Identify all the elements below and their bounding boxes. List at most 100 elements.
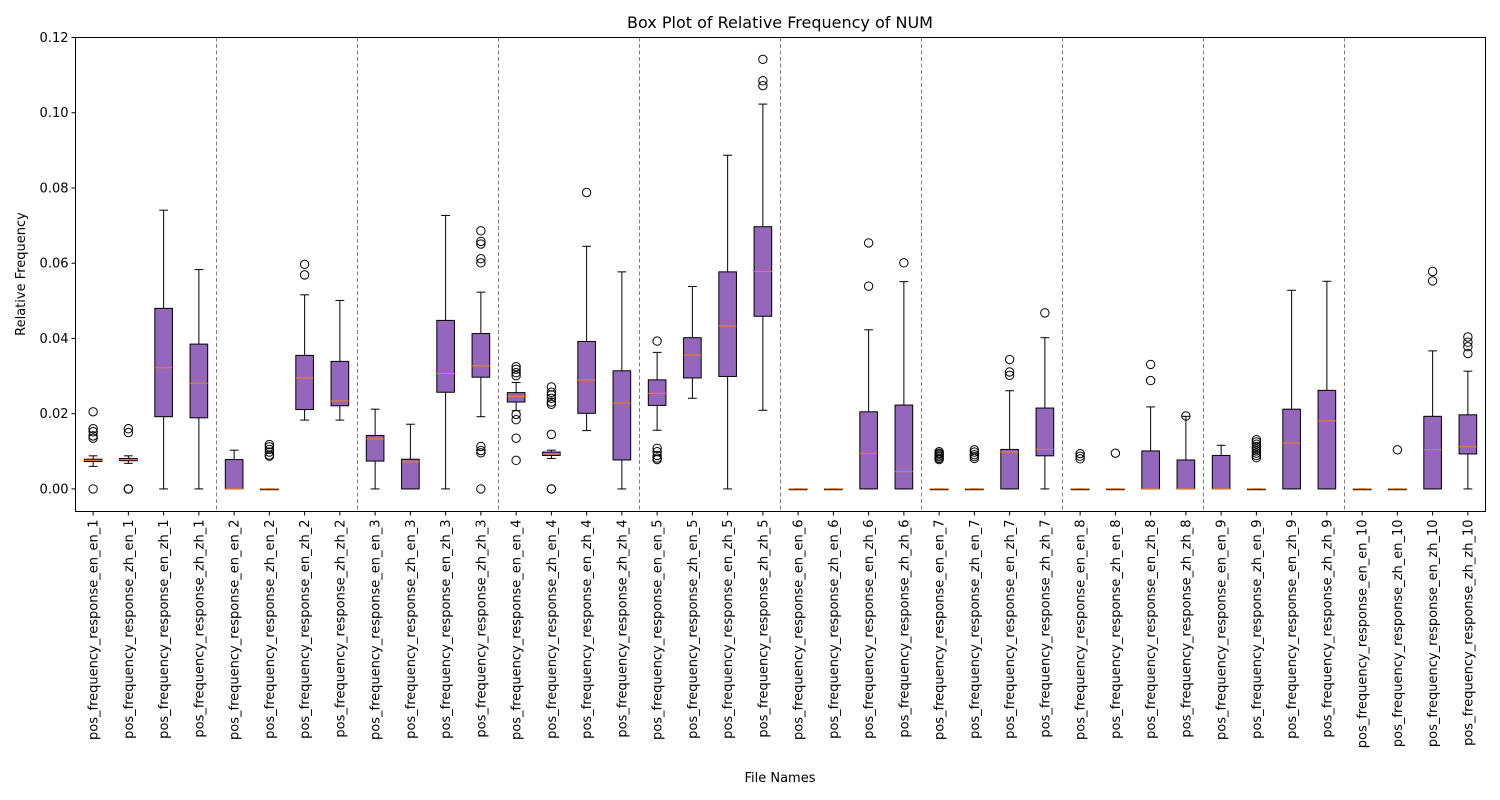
box-plot-item [683, 286, 702, 399]
x-tick-label: pos_frequency_response_en_en_6 [792, 520, 807, 740]
outlier-point [1427, 266, 1438, 277]
y-tick-label: 0.12 [40, 31, 69, 46]
outlier-point [88, 427, 98, 437]
box-iqr [577, 340, 596, 414]
outlier-point [1004, 354, 1015, 365]
outlier-point [476, 254, 486, 264]
box-iqr [189, 343, 209, 419]
outlier-point [1004, 367, 1015, 377]
x-tick-label: pos_frequency_response_en_en_1 [87, 520, 102, 740]
x-tick-label: pos_frequency_response_en_zh_8 [1144, 520, 1159, 739]
outlier-point [1463, 332, 1473, 342]
box-plot-item [260, 439, 279, 491]
box-iqr [1211, 454, 1231, 490]
x-tick-label: pos_frequency_response_en_zh_5 [721, 520, 736, 739]
outlier-point [758, 76, 768, 86]
box-plot-item [612, 271, 632, 490]
x-tick-label: pos_frequency_response_zh_en_7 [968, 520, 983, 739]
x-tick-label: pos_frequency_response_zh_zh_3 [474, 520, 489, 738]
outlier-point [652, 454, 662, 465]
outlier-point [1145, 375, 1156, 386]
box-plot-item [1282, 289, 1301, 490]
box-iqr [154, 307, 173, 418]
box-plot-item [647, 336, 667, 465]
box-iqr [718, 271, 737, 377]
box-iqr [506, 392, 526, 403]
box-plot-item [1317, 280, 1337, 490]
x-tick-label: pos_frequency_response_zh_en_9 [1250, 520, 1265, 739]
box-iqr [1423, 415, 1442, 490]
outlier-point [511, 409, 521, 420]
outlier-point [1427, 276, 1438, 286]
outlier-point [88, 431, 98, 441]
x-tick-label: pos_frequency_response_en_en_9 [1215, 520, 1230, 740]
x-tick-label: pos_frequency_response_en_en_10 [1356, 520, 1371, 749]
box-iqr [401, 458, 420, 490]
outlier-point [123, 427, 134, 438]
outlier-point [511, 415, 521, 425]
box-plot-item [224, 449, 244, 490]
outlier-point [1251, 437, 1262, 447]
outlier-point [899, 258, 909, 268]
x-tick-label: pos_frequency_response_en_zh_7 [1003, 520, 1018, 739]
box-iqr [894, 404, 914, 490]
box-plot-item [330, 299, 350, 421]
x-tick-label: pos_frequency_response_en_zh_4 [580, 520, 595, 739]
y-axis-label: Relative Frequency [14, 212, 29, 336]
box-plot-item [1176, 411, 1196, 490]
box-plot-item [1458, 332, 1478, 490]
outlier-point [546, 393, 557, 403]
outlier-point [476, 226, 486, 236]
box-plot-item [506, 361, 526, 466]
box-iqr [1141, 450, 1160, 490]
x-tick-label: pos_frequency_response_zh_zh_1 [192, 520, 207, 738]
outlier-point [123, 424, 134, 434]
box-iqr [612, 370, 632, 461]
outlier-point [1251, 439, 1262, 449]
box-plot-item [1000, 354, 1019, 490]
x-tick-label: pos_frequency_response_en_en_4 [510, 520, 525, 740]
x-tick-label: pos_frequency_response_zh_zh_2 [333, 520, 348, 738]
x-tick-label: pos_frequency_response_zh_zh_4 [615, 520, 630, 738]
box-plot-item [1247, 434, 1266, 491]
outlier-point [934, 454, 944, 465]
box-iqr [1317, 389, 1337, 490]
box-iqr [1000, 448, 1019, 490]
outlier-point [758, 54, 768, 65]
box-iqr [1035, 407, 1055, 457]
outlier-point [1463, 337, 1473, 347]
box-iqr [1176, 459, 1196, 490]
outlier-point [546, 397, 557, 407]
box-iqr [1282, 408, 1301, 490]
outlier-point [299, 270, 310, 280]
x-tick-label: pos_frequency_response_en_zh_2 [298, 520, 313, 739]
box-plot-item [1211, 444, 1231, 490]
y-tick-label: 0.02 [40, 407, 69, 422]
outlier-point [1075, 454, 1085, 464]
plot-frame [75, 37, 1486, 512]
box-plot-item [718, 154, 737, 490]
outlier-point [264, 447, 275, 457]
outlier-point [1251, 450, 1262, 461]
x-tick-label: pos_frequency_response_zh_en_8 [1109, 520, 1124, 739]
box-plot-item [542, 382, 561, 494]
outlier-point [652, 443, 662, 453]
outlier-point [123, 484, 134, 494]
box-iqr [647, 379, 667, 406]
x-tick-label: pos_frequency_response_zh_en_6 [827, 520, 842, 739]
box-plot-item [577, 187, 596, 432]
outlier-point [264, 444, 275, 455]
outlier-point [476, 448, 486, 458]
box-iqr [471, 333, 491, 378]
box-plot-item [929, 446, 949, 491]
box-plot-item [401, 423, 420, 490]
x-tick-label: pos_frequency_response_zh_zh_5 [756, 520, 771, 738]
outlier-point [299, 259, 310, 270]
outlier-point [88, 424, 98, 434]
outlier-point [511, 367, 521, 378]
box-plot-item [1106, 448, 1125, 491]
x-tick-label: pos_frequency_response_zh_en_2 [263, 520, 278, 739]
outlier-point [546, 399, 557, 409]
box-iqr [365, 435, 385, 462]
